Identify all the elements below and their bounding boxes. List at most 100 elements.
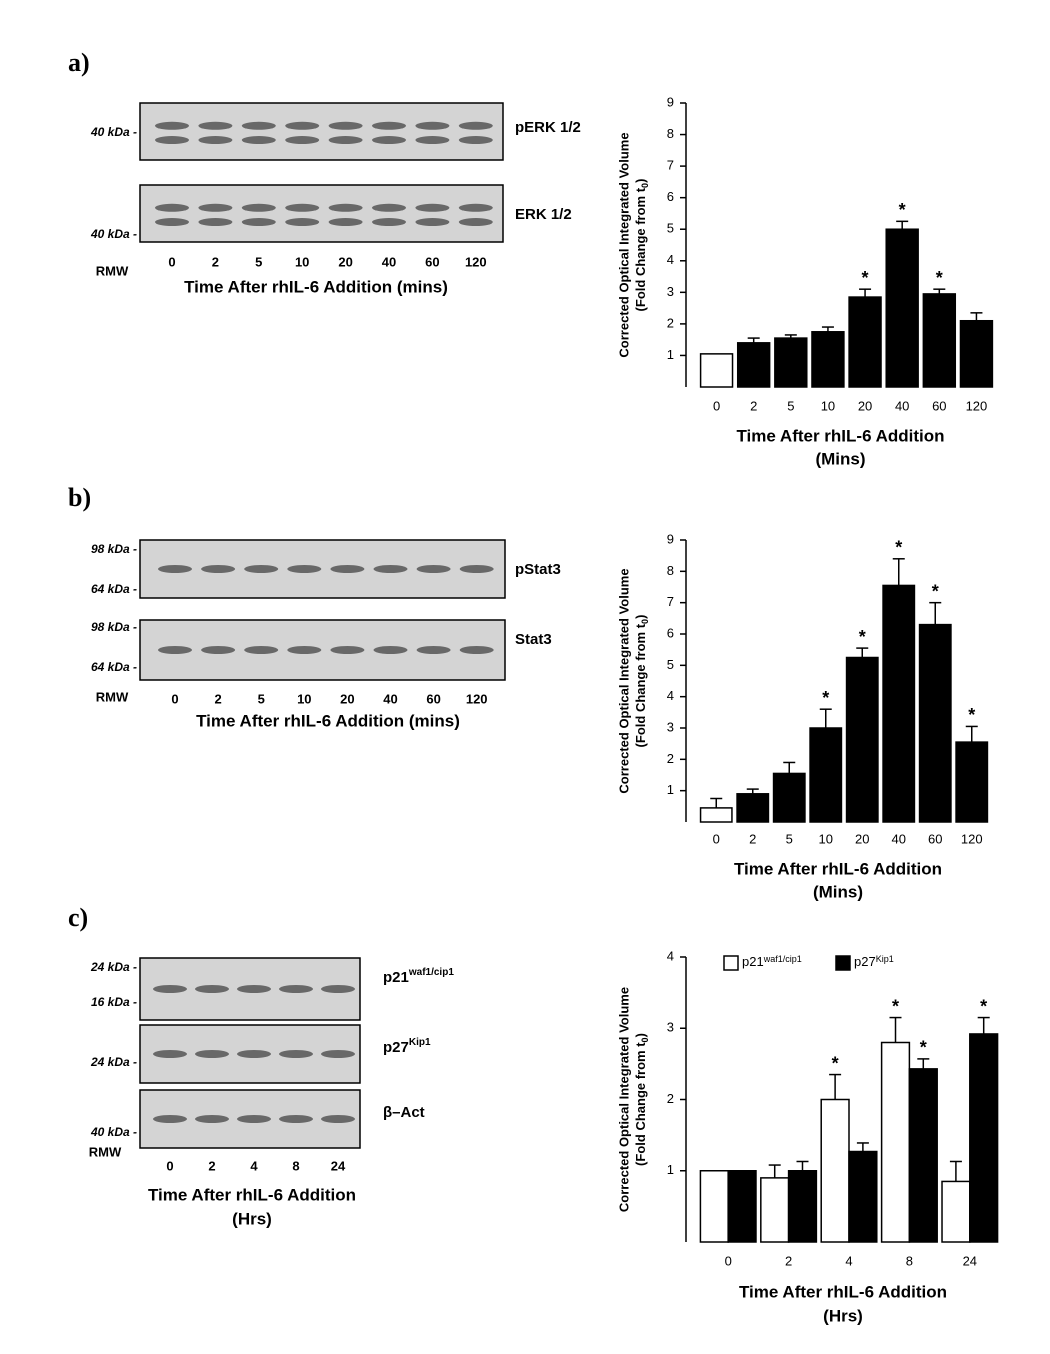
- blot-band: [155, 121, 189, 130]
- protein-name: pERK 1/2: [515, 119, 581, 136]
- blot-band: [330, 565, 365, 573]
- bar: [922, 293, 957, 388]
- blot-band: [237, 985, 271, 993]
- blot-band: [285, 203, 320, 212]
- blot-band: [198, 203, 233, 212]
- y-tick-label: 1: [667, 782, 674, 797]
- x-tick-label: 24: [963, 1253, 977, 1268]
- lane-label: 120: [465, 254, 487, 269]
- blot-band: [158, 565, 192, 573]
- y-axis-label: Corrected Optical Integrated Volume: [616, 568, 631, 793]
- mw-marker: 24 kDa -: [90, 960, 137, 974]
- blot-band: [416, 565, 451, 573]
- blot-band: [416, 646, 451, 654]
- blot-band: [328, 121, 363, 130]
- bar: [736, 793, 770, 823]
- blot-band: [201, 565, 236, 573]
- y-axis-label-subscript: 0: [640, 619, 650, 624]
- bar: [820, 1098, 850, 1243]
- blot-band: [373, 565, 408, 573]
- y-axis-label: (Fold Change from t0): [633, 1033, 650, 1166]
- blot-band: [372, 203, 406, 212]
- lane-label: 20: [340, 691, 354, 706]
- blot-band: [321, 985, 355, 993]
- y-axis-label-text: (Fold Change from t: [633, 1042, 648, 1166]
- y-tick-label: 5: [667, 221, 674, 236]
- x-tick-label: 20: [858, 398, 872, 413]
- legend-swatch: [835, 955, 851, 971]
- y-axis-label-subscript: 0: [640, 183, 650, 188]
- significance-marker: *: [859, 627, 866, 647]
- y-tick-label: 8: [667, 563, 674, 578]
- blot-band: [287, 565, 322, 573]
- blot-strip: [139, 102, 504, 161]
- mw-marker: 24 kDa -: [90, 1055, 137, 1069]
- protein-label: p21waf1/cip1: [383, 967, 454, 986]
- y-tick-label: 4: [667, 252, 674, 267]
- x-tick-label: 60: [932, 398, 946, 413]
- blot-band: [328, 136, 363, 145]
- blot-xlabel: Time After rhIL-6 Addition: [148, 1185, 356, 1204]
- y-axis-label: Corrected Optical Integrated Volume: [616, 987, 631, 1212]
- protein-name: ERK 1/2: [515, 206, 572, 223]
- bar: [809, 727, 843, 823]
- protein-label: Stat3: [515, 631, 552, 648]
- panel-label: c): [68, 903, 88, 932]
- lane-label: 5: [258, 691, 265, 706]
- bar: [882, 584, 916, 823]
- bar: [880, 1041, 911, 1243]
- x-tick-label: 0: [713, 831, 720, 846]
- x-tick-label: 40: [895, 398, 909, 413]
- bar: [848, 1150, 878, 1243]
- blot-band: [244, 565, 279, 573]
- protein-name: pStat3: [515, 561, 561, 578]
- significance-marker: *: [920, 1038, 927, 1058]
- blot-band: [459, 565, 494, 573]
- bar: [811, 331, 845, 388]
- lane-label: 40: [383, 691, 397, 706]
- protein-name: p21: [383, 969, 409, 986]
- blot-band: [458, 121, 493, 130]
- y-tick-label: 3: [667, 719, 674, 734]
- blot-band: [458, 136, 493, 145]
- blot-band: [155, 218, 189, 227]
- x-tick-label: 2: [749, 831, 756, 846]
- x-tick-label: 40: [892, 831, 906, 846]
- blot-band: [285, 121, 320, 130]
- legend-name: p21: [742, 954, 764, 969]
- blot-xlabel: (Hrs): [232, 1209, 272, 1228]
- significance-marker: *: [822, 688, 829, 708]
- legend-superscript: Kip1: [876, 954, 894, 964]
- blot-band: [241, 203, 276, 212]
- x-axis-label: Time After rhIL-6 Addition: [734, 859, 942, 878]
- blot-band: [372, 121, 406, 130]
- blot-band: [241, 218, 276, 227]
- blot-band: [330, 646, 365, 654]
- y-tick-label: 3: [667, 1020, 674, 1035]
- bar: [908, 1068, 938, 1243]
- blot-band: [237, 1115, 271, 1123]
- legend-superscript: waf1/cip1: [763, 954, 802, 964]
- blot-band: [241, 121, 276, 130]
- blot-xlabel: Time After rhIL-6 Addition (mins): [196, 711, 460, 730]
- protein-label: pStat3: [515, 561, 561, 578]
- lane-label: 40: [382, 254, 396, 269]
- blot-band: [155, 136, 189, 145]
- y-axis-label-text: ): [633, 615, 648, 619]
- blot-band: [279, 985, 313, 993]
- bar: [845, 656, 879, 823]
- significance-marker: *: [968, 705, 975, 725]
- mw-label: RMW: [96, 263, 129, 278]
- protein-superscript: waf1/cip1: [408, 967, 454, 978]
- lane-label: 0: [168, 254, 175, 269]
- lane-label: 5: [255, 254, 262, 269]
- blot-band: [372, 136, 406, 145]
- significance-marker: *: [936, 268, 943, 288]
- significance-marker: *: [892, 996, 899, 1016]
- y-tick-label: 3: [667, 284, 674, 299]
- blot-band: [415, 121, 450, 130]
- blot-band: [459, 646, 494, 654]
- bar: [772, 772, 806, 823]
- lane-label: 0: [166, 1158, 173, 1173]
- protein-name: β–Act: [383, 1104, 425, 1121]
